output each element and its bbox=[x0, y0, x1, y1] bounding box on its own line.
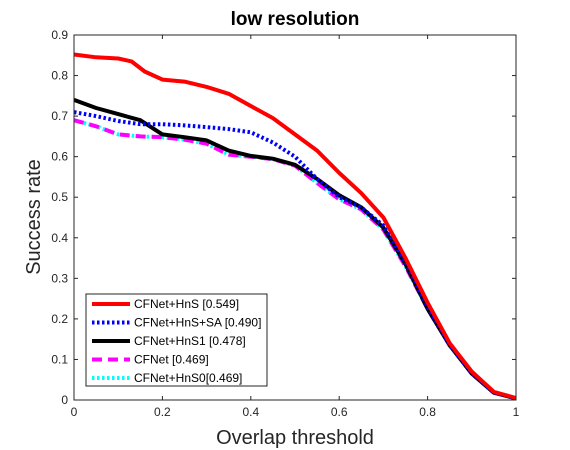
legend-label-1: CFNet+HnS+SA [0.490] bbox=[134, 316, 261, 330]
x-tick-label: 0.8 bbox=[419, 405, 436, 419]
y-tick-label: 0.3 bbox=[51, 271, 68, 285]
x-axis-ticks: 0 0.2 0.4 0.6 0.8 1 bbox=[71, 35, 520, 419]
y-axis-label: Success rate bbox=[23, 159, 45, 275]
x-tick-label: 0.2 bbox=[154, 405, 171, 419]
y-tick-label: 0.8 bbox=[51, 69, 68, 83]
legend-label-2: CFNet+HnS1 [0.478] bbox=[134, 334, 246, 348]
y-tick-label: 0.2 bbox=[51, 312, 68, 326]
x-axis-label: Overlap threshold bbox=[216, 427, 374, 449]
x-tick-label: 0.6 bbox=[331, 405, 348, 419]
series-lines bbox=[73, 52, 517, 401]
axes-box bbox=[73, 34, 517, 401]
legend-label-4: CFNet+HnS0[0.469] bbox=[134, 371, 242, 385]
y-tick-label: 0.9 bbox=[51, 28, 68, 42]
y-tick-label: 0.5 bbox=[51, 190, 68, 204]
y-tick-label: 0.4 bbox=[51, 231, 68, 245]
x-tick-label: 0 bbox=[71, 405, 78, 419]
x-tick-label: 1 bbox=[513, 405, 520, 419]
y-tick-label: 0.7 bbox=[51, 109, 68, 123]
x-tick-label: 0.4 bbox=[242, 405, 259, 419]
legend: CFNet+HnS [0.549] CFNet+HnS+SA [0.490] CFN… bbox=[85, 293, 268, 387]
legend-label-0: CFNet+HnS [0.549] bbox=[134, 297, 239, 311]
legend-label-3: CFNet [0.469] bbox=[134, 353, 209, 367]
chart-title: low resolution bbox=[231, 9, 360, 30]
y-tick-label: 0.6 bbox=[51, 150, 68, 164]
legend-items: CFNet+HnS [0.549] CFNet+HnS+SA [0.490] CFN… bbox=[92, 297, 261, 385]
y-tick-label: 0.1 bbox=[51, 352, 68, 366]
y-tick-label: 0 bbox=[61, 393, 68, 407]
y-axis-ticks: 0 0.1 0.2 0.3 0.4 0.5 0.6 0.7 0.8 0.9 bbox=[51, 28, 516, 407]
series-line-0 bbox=[73, 52, 517, 400]
